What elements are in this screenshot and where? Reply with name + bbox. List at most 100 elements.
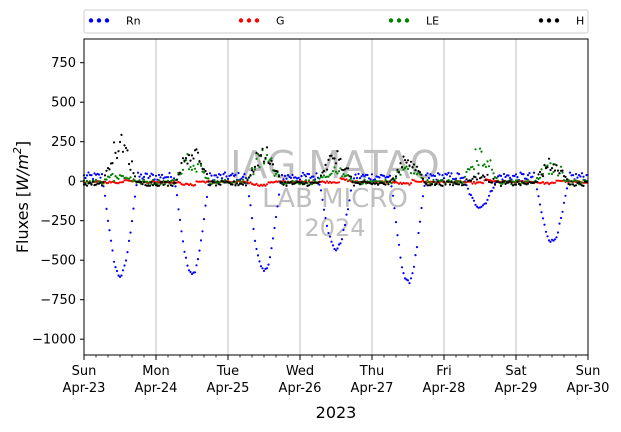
data-point-rn [237, 171, 240, 175]
data-point-le [540, 168, 543, 171]
data-point-rn [105, 207, 108, 210]
x-tick-label-day: Tue [216, 364, 239, 379]
data-point-h [448, 183, 452, 186]
data-point-h [475, 178, 479, 181]
data-point-h [492, 177, 495, 180]
data-point-le [318, 177, 321, 180]
y-tick-label: 250 [51, 135, 76, 150]
data-point-h [202, 168, 206, 171]
data-point-rn [361, 173, 365, 176]
data-point-rn [345, 213, 348, 216]
data-point-rn [579, 175, 582, 178]
data-point-h [451, 184, 455, 187]
x-tick-label-date: Apr-27 [351, 381, 394, 396]
data-point-le [336, 172, 339, 175]
data-point-h [541, 175, 545, 178]
data-point-h [282, 183, 285, 186]
data-point-rn [241, 175, 245, 178]
data-point-h [85, 184, 89, 187]
data-point-le [483, 163, 486, 166]
data-point-le [538, 176, 542, 179]
data-point-h [195, 148, 198, 151]
data-point-le [375, 180, 378, 183]
data-point-h [249, 174, 252, 177]
y-tick-label: −500 [40, 254, 76, 269]
data-point-h [165, 181, 168, 184]
legend-label-rn: Rn [126, 15, 141, 28]
data-point-rn [390, 185, 393, 188]
data-point-le [85, 179, 89, 182]
data-point-rn [219, 173, 222, 177]
data-point-rn [565, 187, 569, 190]
data-point-h [168, 181, 171, 184]
data-point-rn [249, 204, 252, 207]
data-point-h [243, 181, 246, 184]
data-point-rn [253, 239, 257, 242]
data-point-rn [514, 173, 518, 176]
data-point-rn [202, 218, 206, 221]
data-point-le [94, 178, 98, 181]
data-point-h [246, 179, 249, 182]
data-point-rn [466, 187, 470, 190]
data-point-rn [546, 235, 549, 238]
data-point-le [196, 163, 200, 166]
data-point-rn [480, 205, 483, 208]
data-point-le [487, 165, 491, 168]
data-point-rn [258, 260, 261, 263]
data-point-le [513, 181, 516, 184]
y-axis-title: Fluxes [W/m2] [11, 141, 32, 253]
data-point-le [193, 167, 197, 170]
data-point-h [508, 180, 512, 183]
data-point-rn [322, 208, 326, 211]
data-point-h [223, 181, 227, 184]
data-point-le [285, 182, 288, 185]
data-point-rn [223, 171, 227, 174]
data-point-h [162, 183, 165, 186]
data-point-rn [582, 175, 585, 178]
data-point-rn [507, 174, 510, 177]
data-point-rn [277, 193, 281, 196]
data-point-rn [312, 175, 315, 178]
data-point-h [117, 150, 120, 153]
data-point-rn [157, 173, 161, 177]
data-point-le [516, 179, 519, 182]
data-point-le [330, 172, 333, 175]
data-point-h [493, 183, 497, 186]
legend-box [83, 9, 589, 34]
data-point-h [547, 157, 551, 160]
data-point-h [231, 183, 234, 186]
data-point-le [565, 180, 569, 183]
watermark-line-2: LAB MICRO [262, 184, 408, 214]
data-point-h [255, 151, 258, 155]
data-point-rn [388, 174, 392, 177]
data-point-le [402, 168, 405, 171]
data-point-rn [481, 204, 485, 207]
data-point-h [112, 141, 116, 144]
data-point-le [108, 176, 111, 179]
data-point-rn [549, 240, 552, 243]
data-point-rn [474, 203, 477, 206]
data-point-g [472, 180, 476, 183]
data-point-rn [508, 176, 512, 179]
data-point-h [141, 183, 144, 186]
data-point-h [432, 180, 435, 183]
data-point-rn [159, 176, 162, 179]
data-point-rn [331, 244, 335, 247]
data-point-h [213, 181, 216, 184]
data-point-rn [352, 177, 356, 180]
data-point-rn [321, 198, 324, 201]
data-point-le [492, 172, 495, 175]
data-point-h [550, 167, 554, 170]
data-point-h [283, 181, 287, 184]
data-point-h [514, 183, 518, 186]
data-point-rn [93, 172, 96, 175]
data-point-h [484, 179, 488, 182]
data-point-h [187, 154, 191, 157]
data-point-rn [304, 175, 308, 178]
data-point-h [324, 163, 327, 166]
data-point-h [235, 182, 239, 185]
data-point-rn [522, 173, 525, 176]
data-point-h [510, 181, 513, 184]
data-point-h [555, 164, 558, 167]
data-point-rn [280, 173, 284, 177]
